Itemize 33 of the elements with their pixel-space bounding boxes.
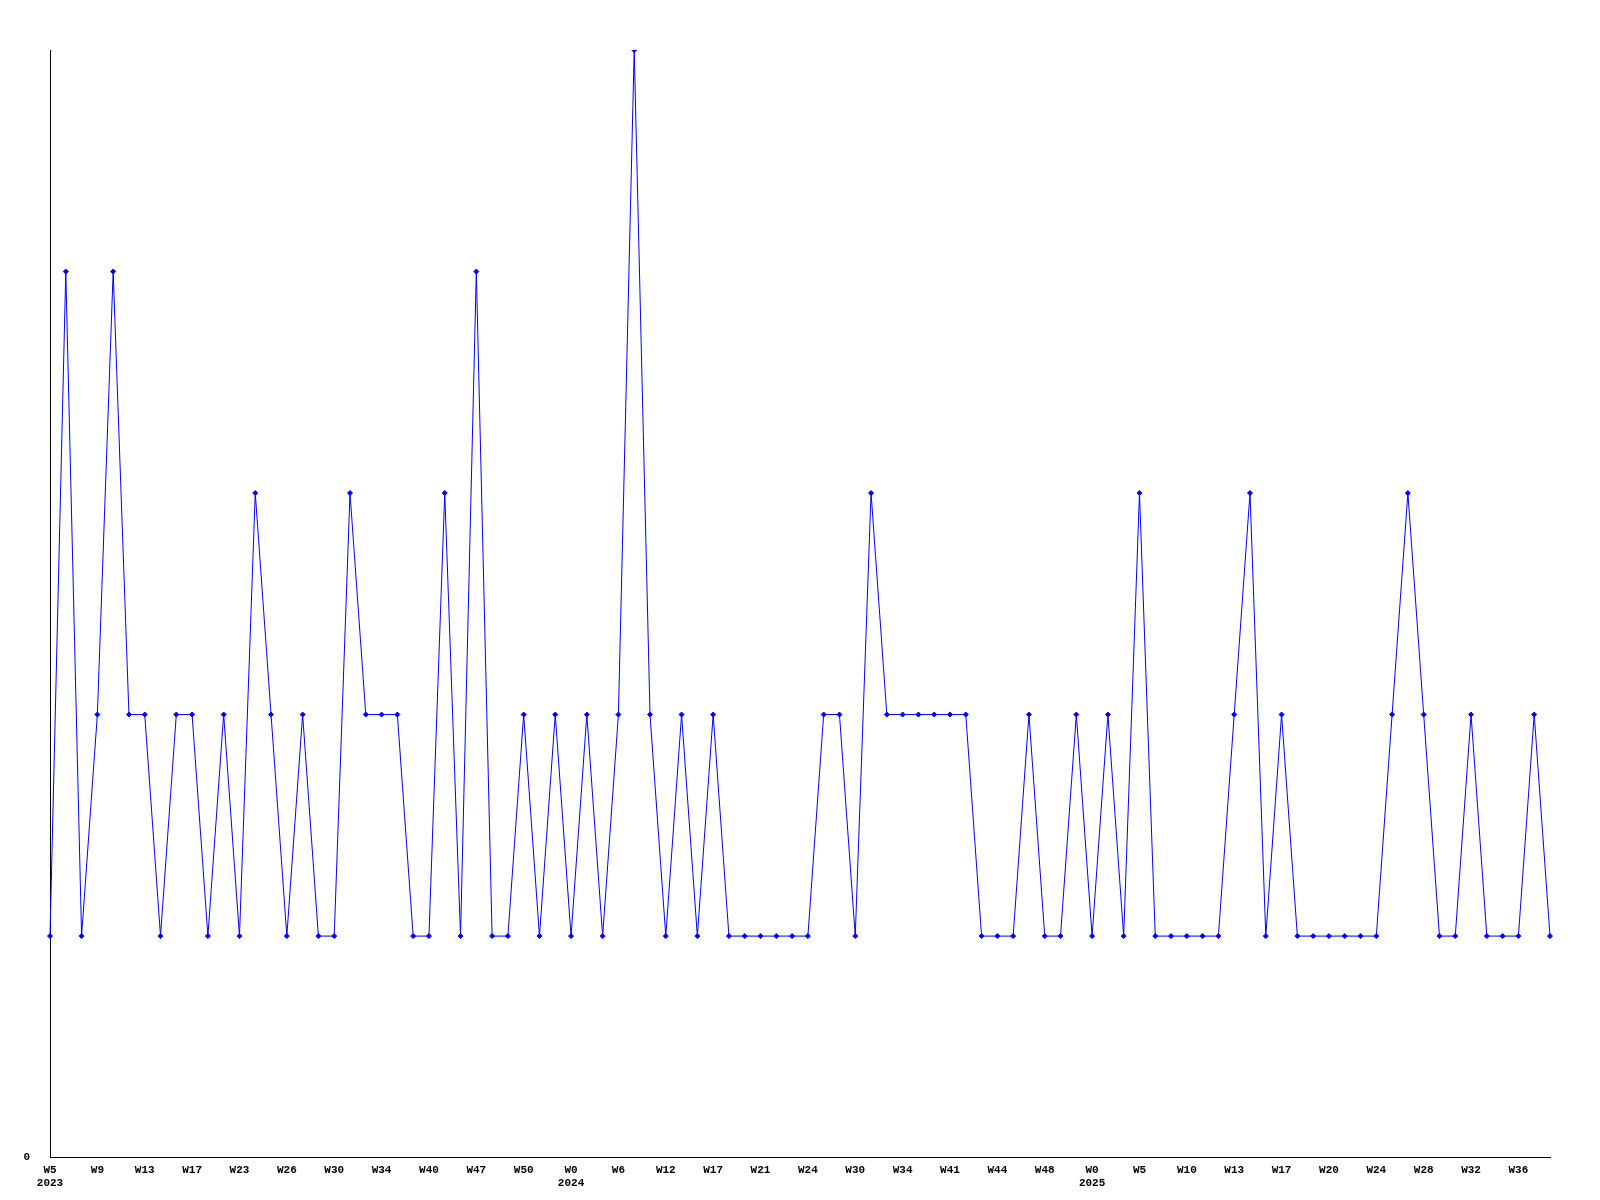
x-tick-label: W50 <box>513 1163 534 1176</box>
x-tick-label: W5 <box>1132 1163 1147 1176</box>
x-tick-label: W23 <box>229 1163 250 1176</box>
x-tick-label: W20 <box>1319 1163 1339 1176</box>
x-tick-label: W34 <box>892 1163 913 1176</box>
x-tick-label: W30 <box>845 1163 866 1176</box>
x-tick-label: W36 <box>1508 1163 1529 1176</box>
x-tick-label: W40 <box>419 1163 439 1176</box>
x-tick-label: W44 <box>987 1163 1008 1176</box>
x-tick-label: W32 <box>1461 1163 1481 1176</box>
x-tick-label: W24 <box>1366 1163 1387 1176</box>
x-tick-label: W10 <box>1176 1163 1197 1176</box>
text: 0 <box>23 1151 30 1164</box>
x-tick-label: W6 <box>611 1163 626 1176</box>
x-tick-label: W17 <box>182 1163 203 1176</box>
x-tick-label: W28 <box>1413 1163 1434 1176</box>
x-tick-label: W41 <box>940 1163 961 1176</box>
x-tick-label: W30 <box>324 1163 345 1176</box>
x-tick-label: W5 2023 <box>36 1163 64 1190</box>
x-tick-label: W48 <box>1034 1163 1056 1176</box>
x-tick-label: W34 <box>371 1163 392 1176</box>
x-tick-label: W9 <box>90 1163 104 1176</box>
x-tick-label: W17 <box>1271 1163 1292 1176</box>
x-tick-label: W12 <box>655 1163 676 1176</box>
x-tick-label: W47 <box>466 1163 487 1176</box>
x-tick-label: W13 <box>1224 1163 1245 1176</box>
x-tick-label: W26 <box>276 1163 297 1176</box>
x-tick-label: W21 <box>750 1163 771 1176</box>
x-tick-label: W0 2025 <box>1078 1163 1106 1190</box>
x-tick-label: W0 2024 <box>557 1163 585 1190</box>
x-tick-label: W17 <box>703 1163 724 1176</box>
x-tick-label: W13 <box>134 1163 156 1176</box>
x-tick-label: W24 <box>797 1163 819 1176</box>
